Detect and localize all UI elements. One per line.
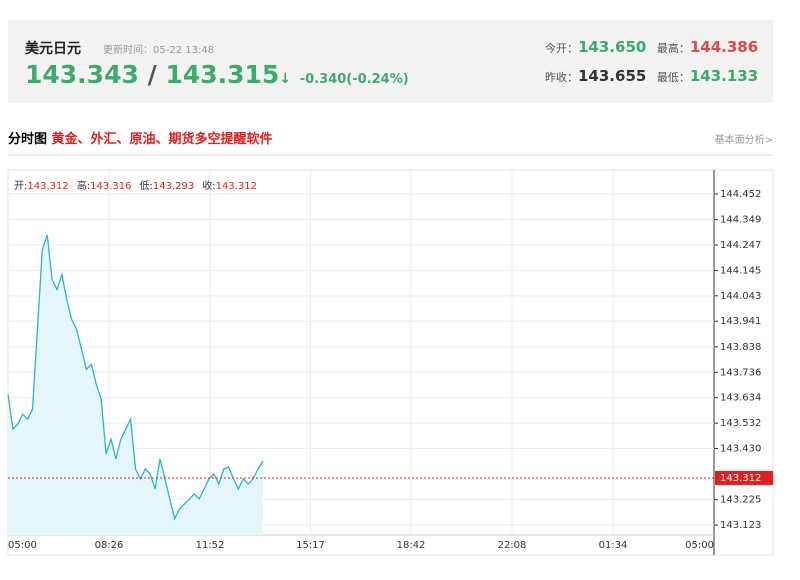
chart-frame: [7, 169, 774, 556]
section-head: 分时图 黄金、外汇、原油、期货多空提醒软件: [8, 128, 273, 147]
y-tick-label: 144.145: [720, 265, 761, 276]
x-tick-label: 08:26: [95, 540, 124, 551]
ohlc-value: 143.312: [215, 181, 257, 192]
ohlc-label: 收:: [202, 181, 216, 192]
ohlc-row: 开:143.312 高:143.316 低:143.293 收:143.312: [14, 177, 265, 192]
price-line: [7, 234, 264, 521]
y-tick-label: 143.736: [720, 367, 761, 378]
y-tick-label: 143.634: [720, 393, 761, 404]
update-time: 更新时间：05-22 13:48: [103, 45, 215, 56]
current-price-label: 143.312: [720, 473, 761, 484]
y-tick-label: 144.349: [720, 215, 761, 226]
prev: 143.655: [578, 67, 647, 85]
arrow: ↓: [279, 71, 292, 87]
prev-low: 昨收：143.655 最低：143.133: [545, 67, 758, 85]
y-tick-label: 143.123: [720, 520, 761, 531]
y-tick-label: 144.247: [720, 240, 761, 251]
x-tick-label: 22:08: [498, 540, 527, 551]
change: -0.340(-0.24%): [299, 72, 409, 87]
y-tick-label: 144.043: [720, 291, 761, 302]
prev-label: 昨收：: [545, 71, 578, 84]
price-row: 143.343 / 143.315↓ -0.340(-0.24%): [25, 60, 409, 89]
y-tick-label: 144.452: [720, 189, 761, 200]
x-tick-label: 15:17: [296, 540, 325, 551]
section-title: 分时图: [8, 132, 48, 147]
fundamental-link[interactable]: 基本面分析>: [714, 135, 773, 146]
separator: /: [147, 60, 157, 89]
low: 143.133: [689, 67, 759, 85]
open: 143.650: [578, 38, 647, 56]
ohlc-label: 低:: [139, 181, 153, 192]
open-high: 今开：143.650 最高：144.386: [545, 38, 758, 56]
current-price-box: [715, 470, 773, 485]
ohlc-value: 143.312: [27, 181, 69, 192]
y-tick-label: 143.532: [720, 418, 761, 429]
ohlc-value: 143.293: [152, 181, 195, 192]
x-tick-label: 01:34: [599, 540, 628, 551]
ohlc-value: 143.316: [90, 181, 132, 192]
high: 144.386: [689, 38, 759, 56]
y-tick-label: 143.838: [720, 342, 761, 353]
x-tick-label: 11:52: [196, 540, 225, 551]
ohlc-label: 开:: [14, 181, 28, 192]
ohlc-label: 高:: [76, 181, 91, 192]
x-tick-label: 18:42: [397, 540, 426, 551]
y-tick-label: 143.430: [720, 444, 761, 455]
price2: 143.315: [165, 60, 280, 89]
x-tick-label: 05:00: [8, 540, 37, 551]
high-label: 最高：: [656, 42, 690, 55]
low-label: 最低：: [656, 71, 690, 84]
y-tick-label: 143.225: [720, 495, 761, 506]
open-label: 今开：: [545, 42, 578, 55]
pair-name: 美元日元: [25, 41, 81, 57]
area-fill: [8, 234, 263, 536]
y-tick-label: 143.941: [720, 316, 761, 327]
x-tick-label: 05:00: [685, 540, 714, 551]
price: 143.343: [25, 60, 139, 89]
promo-link[interactable]: 黄金、外汇、原油、期货多空提醒软件: [51, 132, 273, 147]
header-bg: [8, 20, 773, 103]
